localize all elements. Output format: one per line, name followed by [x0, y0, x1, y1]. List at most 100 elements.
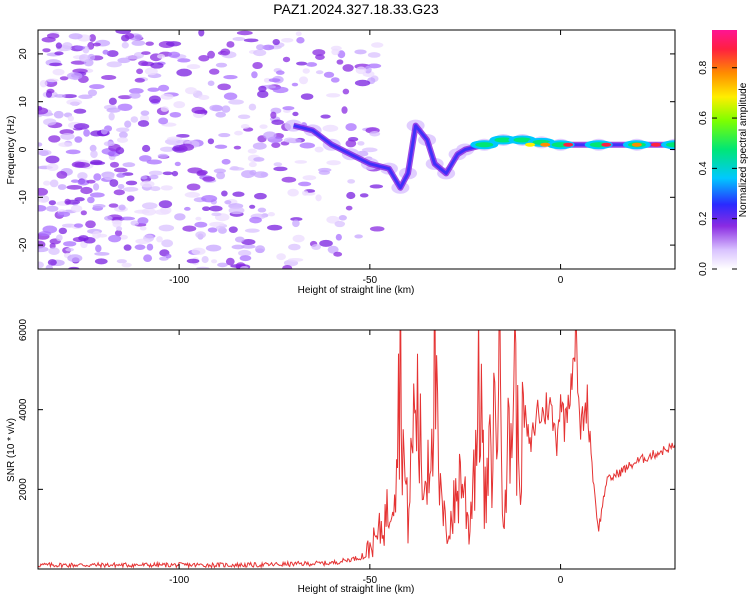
- spectrogram-noise-blob: [292, 219, 300, 228]
- spectrogram-noise-blob: [272, 38, 280, 46]
- spectrogram-noise-blob: [287, 257, 304, 262]
- spectrogram-noise-blob: [143, 254, 153, 262]
- spectrogram-noise-blob: [253, 49, 267, 57]
- spectrogram-noise-blob: [125, 55, 142, 60]
- spectrogram-noise-blob: [141, 202, 158, 210]
- spectrogram-noise-blob: [90, 159, 103, 165]
- spectrogram-noise-blob: [66, 72, 83, 80]
- spectrogram-noise-blob: [46, 78, 59, 83]
- spectrogram-noise-blob: [101, 75, 117, 80]
- spectrogram-noise-blob: [218, 133, 231, 138]
- spectrogram-noise-blob: [140, 110, 150, 116]
- spectrogram-noise-blob: [225, 257, 235, 266]
- spectrogram-noise-blob: [89, 192, 105, 198]
- spectrogram-noise-blob: [201, 194, 218, 203]
- signal-peak: [601, 142, 612, 147]
- spectrogram-noise-blob: [169, 111, 182, 118]
- spectrogram-noise-blob: [295, 31, 302, 37]
- spectrogram-noise-blob: [215, 226, 226, 230]
- spectrogram-noise-blob: [109, 179, 119, 187]
- spectrogram-noise-blob: [77, 172, 88, 180]
- spectrogram-noise-blob: [167, 51, 181, 58]
- spectrogram-noise-blob: [174, 213, 186, 221]
- spectrogram-noise-blob: [247, 148, 257, 154]
- spectrogram-noise-blob: [296, 61, 308, 66]
- spectrogram-noise-blob: [95, 244, 102, 253]
- spectrogram-noise-blob: [108, 203, 119, 208]
- spectrogram-noise-blob: [317, 167, 332, 173]
- spectrogram-noise-blob: [187, 167, 203, 174]
- spectrogram-noise-blob: [254, 192, 267, 200]
- spectrogram-noise-blob: [114, 167, 128, 173]
- spectrogram-noise-blob: [136, 68, 144, 75]
- spectrogram-noise-blob: [176, 139, 191, 144]
- spectrogram-noise-blob: [243, 38, 259, 43]
- spectrogram-noise-blob: [256, 44, 265, 51]
- spectrogram-noise-blob: [78, 54, 90, 62]
- spectrogram-noise-blob: [116, 137, 129, 143]
- spectrogram-noise-blob: [156, 236, 163, 243]
- spectrogram-noise-blob: [148, 170, 163, 176]
- spectrogram-noise-blob: [114, 229, 123, 237]
- spectrogram-noise-blob: [251, 71, 258, 79]
- spectrogram-noise-blob: [312, 49, 326, 56]
- spectrogram-noise-blob: [89, 144, 97, 152]
- spectrogram-noise-blob: [68, 266, 80, 269]
- spectrogram-noise-blob: [234, 130, 243, 136]
- spectrogram-noise-blob: [66, 99, 83, 106]
- spectrogram-noise-blob: [128, 87, 144, 94]
- spectrogram-noise-blob: [106, 61, 122, 68]
- spectrogram-noise-blob: [298, 76, 309, 85]
- spectrogram-noise-blob: [108, 97, 117, 106]
- spectrogram-noise-blob: [258, 85, 267, 93]
- spectrogram-noise-blob: [338, 215, 347, 221]
- spectrogram-noise-blob: [38, 261, 44, 269]
- spectrogram-noise-blob: [211, 212, 222, 217]
- spectrogram-y-tick-label: -20: [18, 237, 29, 252]
- spectrogram-noise-blob: [116, 127, 130, 133]
- spectrogram-noise-blob: [117, 184, 125, 190]
- spectrogram-noise-blob: [262, 44, 275, 51]
- spectrogram-noise-blob: [273, 166, 288, 172]
- spectrogram-noise-blob: [371, 42, 384, 48]
- spectrogram-noise-blob: [147, 87, 160, 92]
- spectrogram-noise-blob: [38, 142, 43, 147]
- spectrogram-noise-blob: [253, 171, 269, 179]
- spectrogram-noise-blob: [73, 123, 90, 130]
- spectrogram-noise-blob: [45, 264, 53, 269]
- spectrogram-noise-blob: [216, 171, 226, 180]
- spectrogram-noise-blob: [119, 234, 128, 240]
- spectrogram-noise-blob: [228, 226, 238, 233]
- spectrogram-noise-blob: [86, 179, 96, 184]
- spectrogram-noise-blob: [139, 155, 152, 162]
- spectrogram-noise-blob: [302, 175, 317, 181]
- spectrogram-noise-blob: [118, 95, 132, 100]
- spectrogram-noise-blob: [213, 168, 227, 174]
- spectrogram-noise-blob: [74, 45, 86, 50]
- spectrogram-noise-blob: [287, 188, 299, 197]
- spectrogram-noise-blob: [39, 79, 48, 88]
- spectrogram-noise-blob: [282, 106, 295, 111]
- signal-peak: [631, 142, 642, 147]
- spectrogram-noise-blob: [67, 115, 74, 122]
- spectrogram-noise-blob: [158, 84, 170, 92]
- spectrogram-noise-blob: [263, 131, 277, 140]
- spectrogram-noise-blob: [160, 185, 173, 191]
- spectrogram-noise-blob: [93, 183, 100, 191]
- spectrogram-noise-blob: [48, 200, 56, 206]
- spectrogram-noise-blob: [45, 155, 60, 164]
- spectrogram-noise-blob: [167, 136, 183, 141]
- spectrogram-noise-blob: [42, 48, 51, 53]
- colorbar-label: Normalized spectral amplitude: [738, 82, 749, 217]
- spectrogram-noise-blob: [248, 103, 257, 111]
- spectrogram-noise-blob: [115, 30, 131, 35]
- spectrogram-noise-blob: [323, 71, 335, 78]
- spectrogram-noise-blob: [106, 50, 119, 57]
- spectrogram-noise-blob: [282, 265, 293, 269]
- spectrogram-noise-blob: [156, 54, 166, 59]
- spectrogram-noise-blob: [342, 64, 354, 72]
- spectrogram-noise-blob: [43, 180, 51, 186]
- signal-core: [292, 122, 675, 191]
- spectrogram-noise-blob: [231, 244, 245, 250]
- spectrogram-noise-blob: [292, 234, 305, 243]
